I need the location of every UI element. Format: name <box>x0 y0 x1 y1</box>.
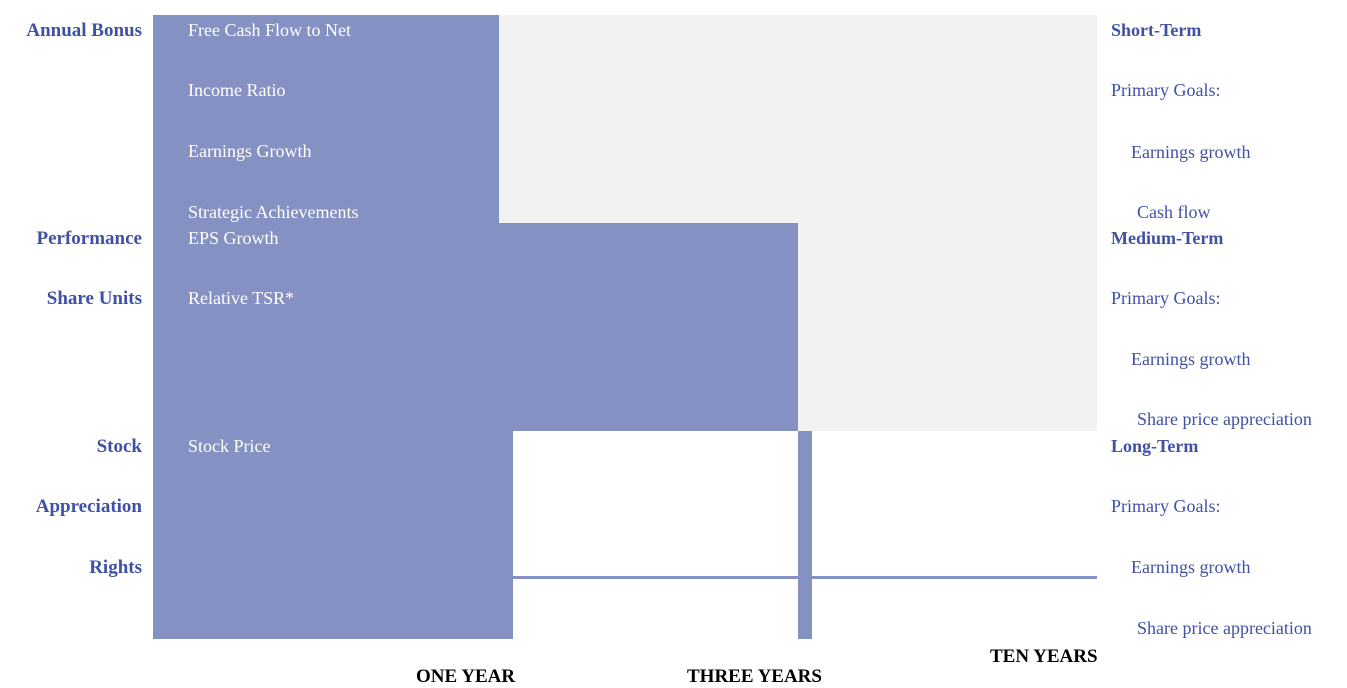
goal-heading-short-term: Short-Term <box>1111 20 1202 40</box>
ten-year-line <box>513 576 1097 579</box>
metric-free-cash-flow: Free Cash Flow to Net <box>188 20 351 40</box>
axis-label-ten-years: TEN YEARS <box>990 646 1098 667</box>
goal-item-short-cashflow: Cash flow <box>1137 202 1211 222</box>
goal-item-long-earnings: Earnings growth <box>1131 557 1251 577</box>
stock-appreciation-rights-bar <box>153 431 513 639</box>
axis-label-three-years: THREE YEARS <box>687 666 822 687</box>
short-term-band <box>499 15 1097 223</box>
goal-primary-long-term: Primary Goals: <box>1111 496 1221 516</box>
annual-bonus-bar <box>153 15 499 223</box>
row-label-annual-bonus: Annual Bonus <box>26 20 142 41</box>
metric-eps-growth: EPS Growth <box>188 228 279 248</box>
goal-primary-medium-term: Primary Goals: <box>1111 288 1221 308</box>
row-label-stock: Stock <box>96 436 142 457</box>
row-label-performance: Performance <box>36 228 143 249</box>
metric-earnings-growth: Earnings Growth <box>188 141 312 161</box>
row-label-share-units: Share Units <box>46 288 142 309</box>
metric-strategic-achievements: Strategic Achievements <box>188 202 359 222</box>
performance-share-units-bar <box>153 223 798 431</box>
goal-item-medium-shareprice: Share price appreciation <box>1137 409 1312 429</box>
row-label-rights: Rights <box>89 557 142 578</box>
axis-label-one-year: ONE YEAR <box>416 666 516 687</box>
medium-term-band <box>798 223 1097 431</box>
goal-primary-short-term: Primary Goals: <box>1111 80 1221 100</box>
metric-income-ratio: Income Ratio <box>188 80 286 100</box>
metric-stock-price: Stock Price <box>188 436 271 456</box>
goal-heading-medium-term: Medium-Term <box>1111 228 1224 248</box>
goal-item-short-earnings: Earnings growth <box>1131 142 1251 162</box>
metric-relative-tsr: Relative TSR* <box>188 288 295 308</box>
three-year-marker <box>798 431 812 639</box>
goal-item-medium-earnings: Earnings growth <box>1131 349 1251 369</box>
goal-item-long-shareprice: Share price appreciation <box>1137 618 1312 638</box>
row-label-appreciation: Appreciation <box>35 496 142 517</box>
goal-heading-long-term: Long-Term <box>1111 436 1199 456</box>
